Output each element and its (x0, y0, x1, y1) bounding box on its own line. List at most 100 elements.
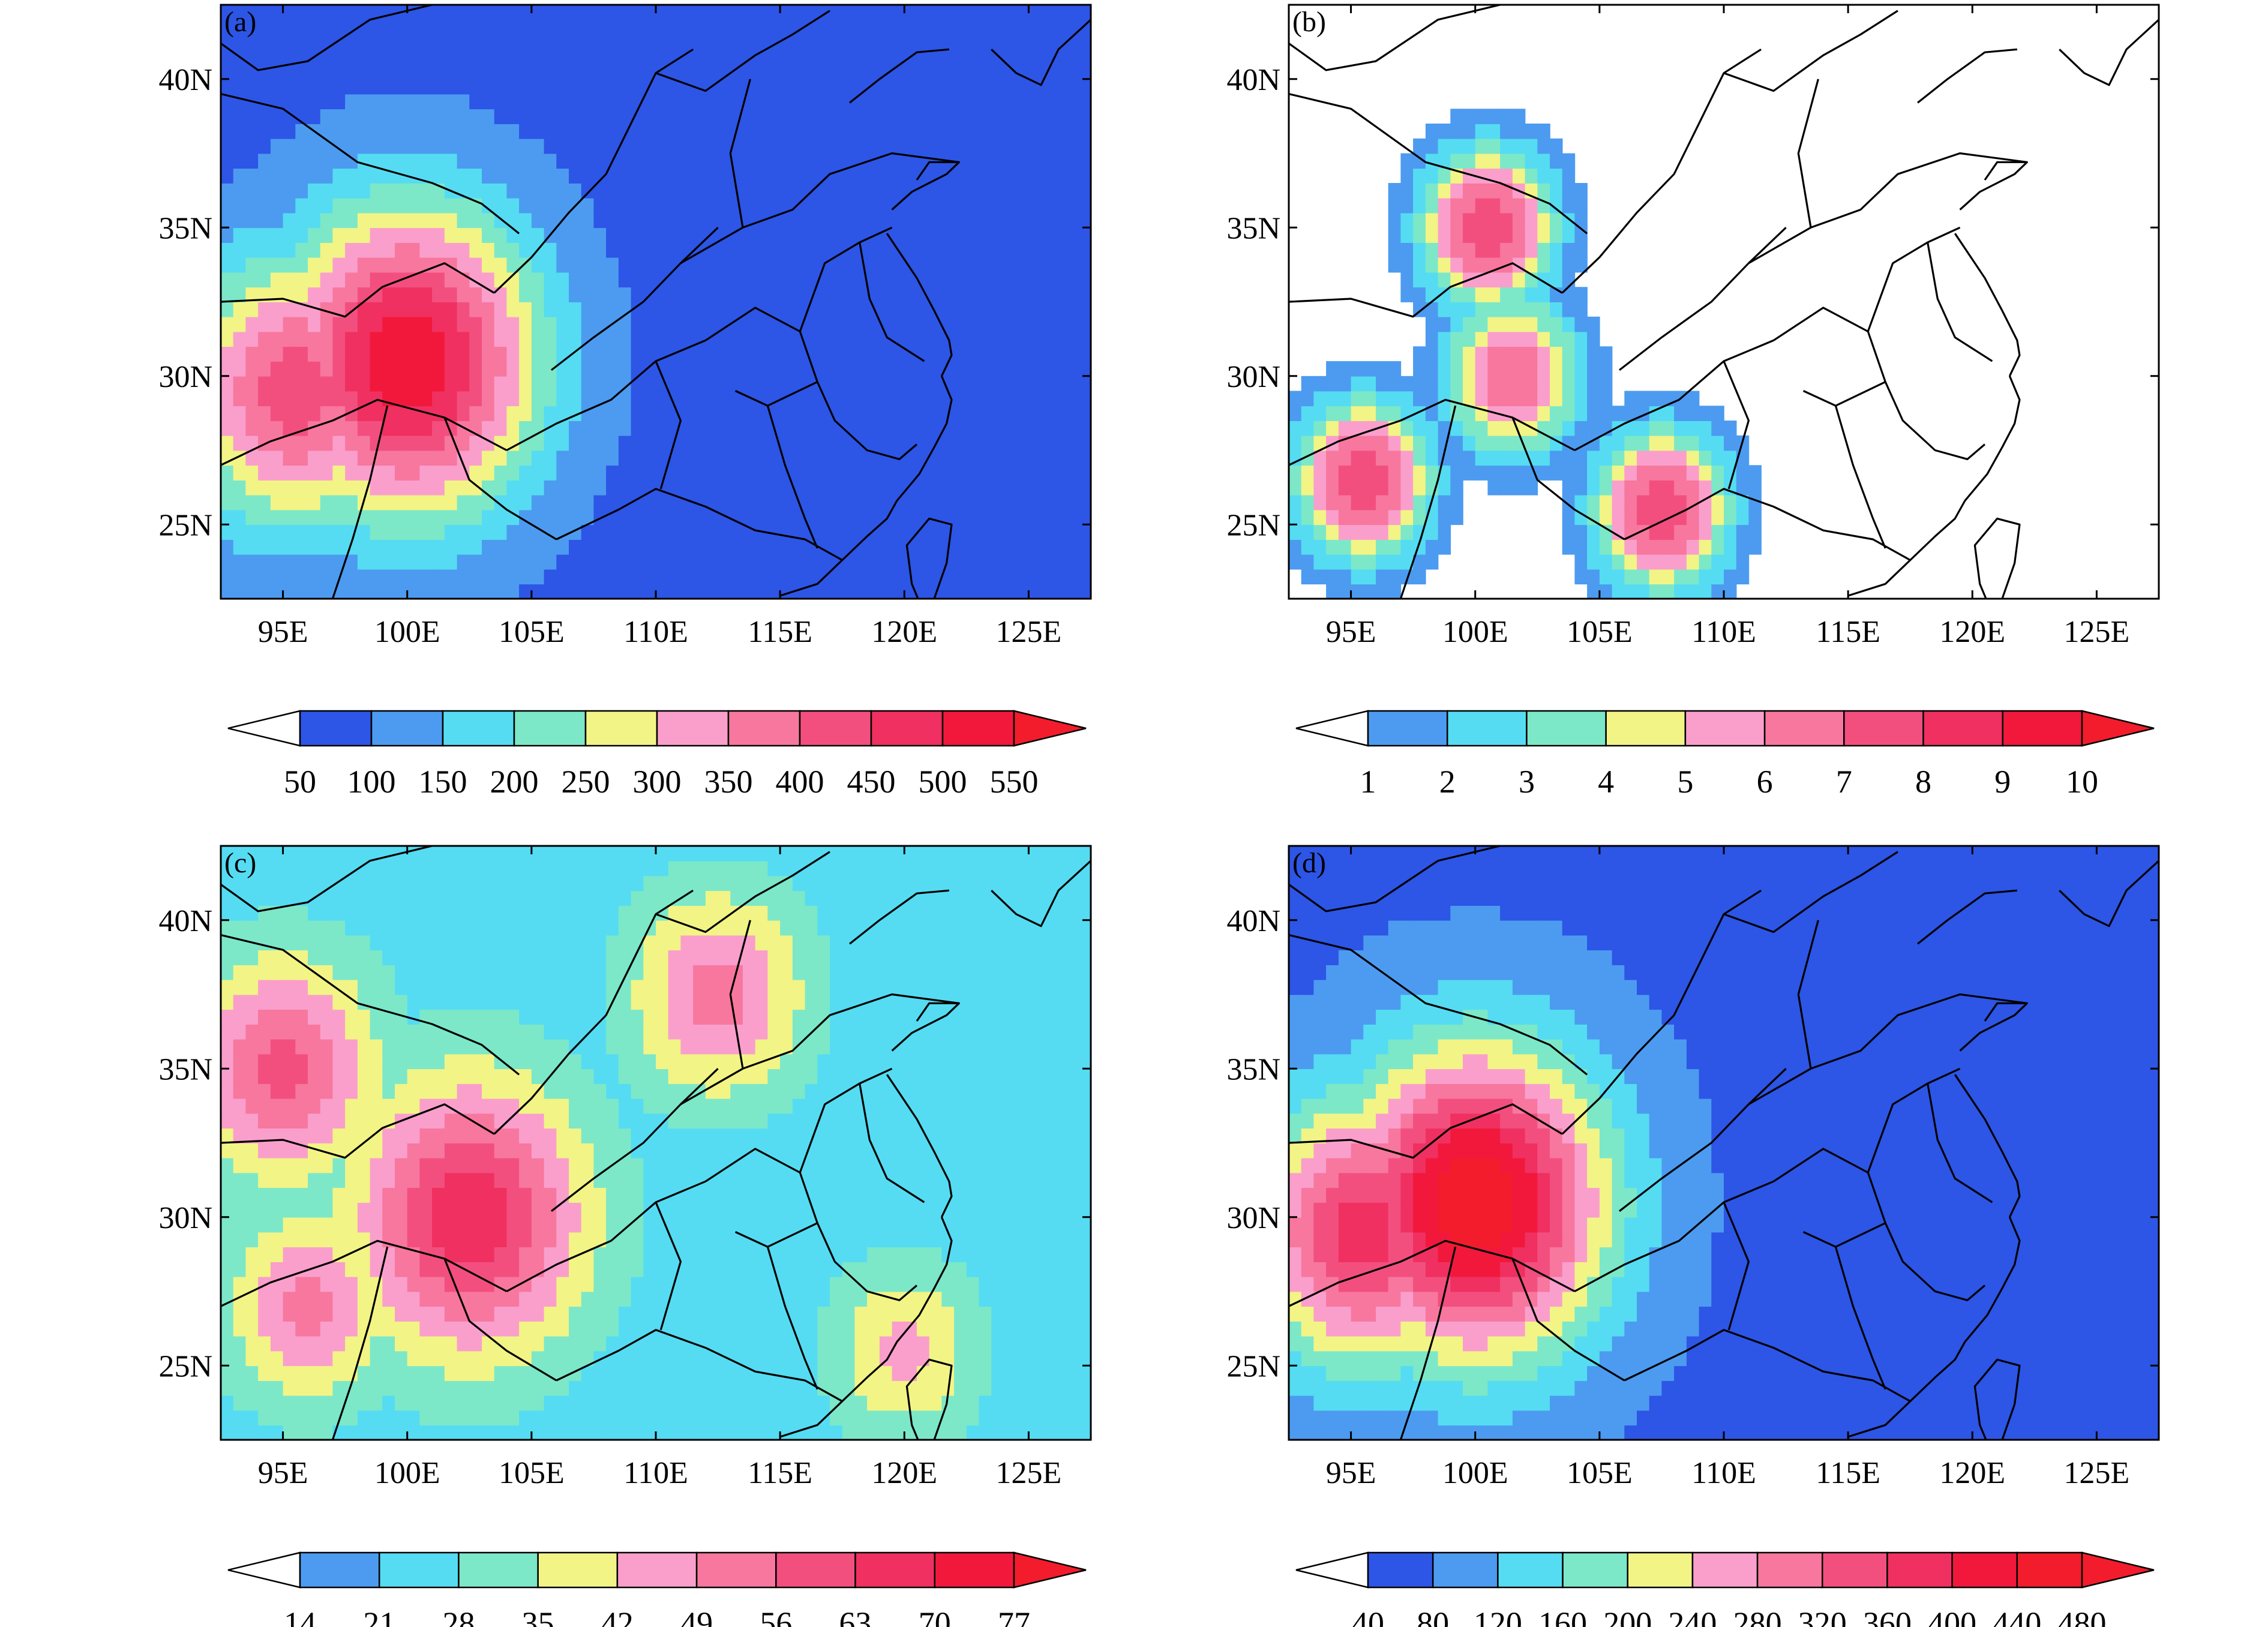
field-cell (581, 1395, 595, 1411)
field-cell (1028, 124, 1042, 139)
field-cell (544, 124, 557, 139)
field-cell (606, 19, 619, 35)
field-cell (419, 376, 433, 392)
field-cell (817, 138, 830, 154)
field-cell (593, 197, 607, 214)
field-cell (270, 212, 284, 229)
field-cell (332, 524, 346, 540)
field-cell (917, 406, 930, 421)
field-cell (519, 1291, 532, 1307)
field-cell (407, 569, 421, 585)
field-cell (320, 361, 334, 377)
field-cell (1562, 361, 1576, 377)
field-cell (1475, 361, 1489, 377)
field-cell (593, 509, 607, 526)
field-cell (308, 920, 321, 936)
field-cell (308, 539, 321, 555)
field-cell (569, 584, 582, 599)
field-cell (370, 1098, 383, 1114)
field-cell (482, 935, 495, 951)
field-cell (1425, 302, 1439, 317)
field-cell (668, 272, 682, 288)
field-cell (668, 391, 682, 407)
field-cell (680, 124, 694, 139)
field-cell (519, 465, 532, 481)
field-cell (1004, 34, 1017, 50)
field-cell (1301, 480, 1315, 496)
field-cell (1599, 554, 1613, 570)
field-cell (482, 138, 495, 154)
field-cell (444, 1113, 458, 1129)
field-cell (1512, 316, 1526, 332)
field-cell (917, 138, 930, 154)
field-cell (283, 860, 296, 876)
field-cell (979, 34, 992, 50)
field-cell (506, 391, 520, 407)
field-cell (457, 524, 470, 540)
field-cell (643, 49, 656, 65)
field-cell (419, 905, 433, 921)
field-cell (332, 465, 346, 481)
field-cell (929, 465, 943, 481)
field-cell (1413, 153, 1426, 169)
field-cell (357, 109, 371, 124)
field-cell (320, 346, 334, 362)
field-cell (1078, 494, 1091, 511)
field-cell (718, 5, 731, 20)
field-cell (718, 331, 731, 347)
field-cell (1438, 124, 1451, 139)
field-cell (494, 287, 508, 302)
field-cell (345, 391, 358, 407)
field-cell (606, 302, 619, 317)
field-cell (1463, 197, 1476, 214)
field-cell (283, 1350, 296, 1367)
field-cell (1053, 272, 1067, 288)
field-cell (618, 1365, 632, 1381)
field-cell (531, 49, 545, 65)
field-cell (370, 391, 383, 407)
field-cell (270, 920, 284, 936)
field-cell (705, 138, 719, 154)
field-cell (494, 1247, 508, 1262)
field-cell (482, 875, 495, 891)
field-cell (1066, 287, 1079, 302)
field-cell (419, 465, 433, 481)
field-cell (345, 1157, 358, 1173)
field-cell (730, 257, 743, 273)
field-cell (1537, 302, 1550, 317)
field-cell (457, 406, 470, 421)
field-cell (556, 124, 569, 139)
field-cell (991, 346, 1004, 362)
field-cell (606, 554, 619, 570)
field-cell (544, 890, 557, 906)
field-cell (1041, 153, 1054, 169)
field-cell (494, 584, 508, 599)
boundary-line (1619, 227, 1787, 371)
field-cell (270, 1157, 284, 1173)
field-cell (556, 1157, 569, 1173)
field-cell (830, 584, 843, 599)
field-cell (1016, 346, 1030, 362)
field-cell (929, 138, 943, 154)
field-cell (494, 1410, 508, 1426)
field-cell (245, 79, 259, 95)
field-cell (494, 1380, 508, 1396)
field-cell (693, 153, 706, 169)
field-cell (382, 920, 395, 936)
field-cell (1562, 465, 1576, 481)
field-cell (892, 524, 905, 540)
field-cell (258, 584, 271, 599)
field-cell (506, 34, 520, 50)
field-cell (221, 950, 234, 965)
colorbar-high-arrow (1013, 710, 1087, 747)
field-cell (1028, 480, 1042, 496)
field-cell (544, 994, 557, 1010)
field-cell (506, 1157, 520, 1173)
boundary-line (1289, 5, 1501, 71)
field-cell (233, 1321, 247, 1337)
field-cell (432, 1395, 445, 1411)
field-cell (1326, 539, 1339, 555)
field-cell (1425, 421, 1439, 436)
field-cell (1463, 138, 1476, 154)
field-cell (444, 1068, 458, 1084)
